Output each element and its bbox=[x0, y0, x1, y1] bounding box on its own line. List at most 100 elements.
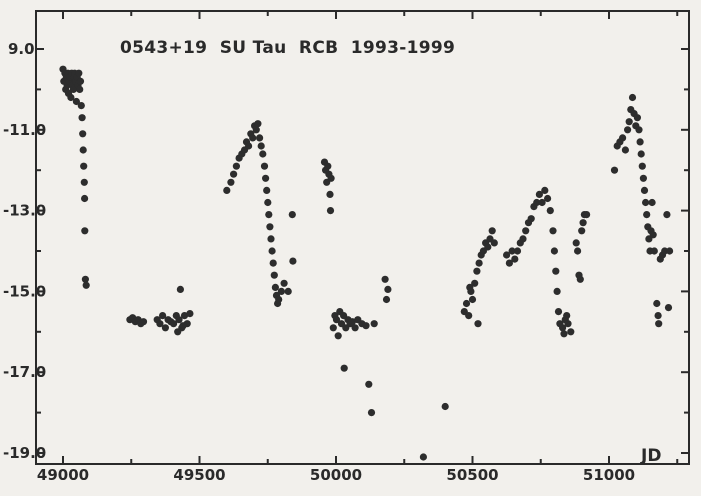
data-point bbox=[265, 211, 273, 219]
y-tick-label: -15.0 bbox=[3, 282, 46, 300]
data-point bbox=[519, 235, 527, 243]
data-point bbox=[175, 316, 183, 324]
x-axis-label: JD bbox=[640, 446, 661, 466]
data-point bbox=[327, 174, 335, 182]
data-point bbox=[473, 267, 481, 275]
data-point bbox=[384, 285, 392, 293]
y-tick-label: -19.0 bbox=[3, 444, 46, 462]
data-point bbox=[550, 247, 559, 255]
data-point bbox=[289, 257, 297, 265]
data-point bbox=[326, 207, 335, 215]
data-point bbox=[638, 162, 646, 170]
data-point bbox=[554, 308, 563, 316]
data-point bbox=[643, 211, 651, 219]
data-point bbox=[468, 295, 477, 304]
data-point bbox=[348, 318, 356, 326]
data-point bbox=[533, 198, 541, 207]
data-point bbox=[583, 211, 591, 219]
data-point bbox=[159, 312, 167, 320]
data-point bbox=[362, 322, 370, 330]
data-point bbox=[559, 324, 567, 332]
data-point bbox=[635, 126, 643, 134]
x-tick-label: 49000 bbox=[37, 466, 89, 484]
data-point bbox=[505, 259, 513, 267]
data-point bbox=[263, 186, 271, 194]
y-tick-label: -11.0 bbox=[3, 121, 46, 139]
data-point bbox=[326, 190, 334, 198]
data-point bbox=[560, 330, 568, 338]
data-point bbox=[563, 312, 571, 320]
data-point bbox=[156, 320, 164, 328]
x-tick-label: 50000 bbox=[310, 466, 362, 484]
data-point bbox=[465, 312, 473, 320]
data-point bbox=[619, 134, 627, 142]
data-point bbox=[552, 267, 560, 275]
data-point bbox=[76, 85, 84, 93]
data-point bbox=[82, 281, 90, 289]
data-point bbox=[268, 247, 276, 255]
data-point bbox=[179, 322, 187, 330]
data-point bbox=[254, 120, 262, 128]
data-point bbox=[579, 219, 587, 227]
data-point bbox=[522, 227, 530, 235]
data-point bbox=[277, 287, 285, 295]
data-point bbox=[549, 227, 557, 235]
data-point bbox=[419, 453, 427, 461]
data-point bbox=[642, 198, 650, 207]
data-point bbox=[275, 295, 283, 304]
data-point bbox=[80, 178, 88, 186]
data-point bbox=[544, 194, 552, 203]
data-point bbox=[624, 126, 632, 134]
data-point bbox=[649, 231, 657, 239]
data-point bbox=[663, 211, 671, 219]
data-point bbox=[332, 316, 341, 324]
data-point bbox=[139, 318, 148, 326]
data-point bbox=[511, 255, 519, 263]
data-point bbox=[654, 312, 662, 320]
data-point bbox=[650, 247, 658, 255]
data-point bbox=[79, 146, 87, 154]
data-point bbox=[340, 364, 348, 372]
data-point bbox=[170, 320, 178, 328]
data-point bbox=[653, 299, 661, 308]
data-point bbox=[79, 130, 87, 138]
data-point bbox=[538, 198, 546, 207]
data-point bbox=[625, 118, 633, 126]
data-point bbox=[271, 283, 279, 291]
data-point bbox=[475, 259, 483, 267]
data-point bbox=[610, 166, 619, 174]
data-point bbox=[474, 320, 482, 328]
data-point bbox=[252, 126, 260, 134]
data-point bbox=[441, 402, 449, 411]
data-point bbox=[648, 198, 656, 207]
y-tick-labels: 9.0 -11.0 -13.0 -15.0 -17.0 -19.0 bbox=[3, 40, 46, 462]
x-tick-label: 49500 bbox=[173, 466, 225, 484]
data-point bbox=[329, 324, 337, 332]
data-point bbox=[541, 186, 549, 194]
data-point bbox=[633, 114, 642, 122]
data-point bbox=[462, 299, 471, 308]
data-point bbox=[503, 251, 511, 259]
data-point bbox=[640, 186, 649, 194]
x-tick-label: 51000 bbox=[583, 466, 635, 484]
data-point bbox=[527, 215, 535, 223]
data-point bbox=[535, 190, 544, 198]
y-tick-label: -17.0 bbox=[3, 363, 46, 381]
data-point bbox=[266, 223, 274, 231]
data-point bbox=[232, 162, 240, 170]
x-tick-labels: 49000 49500 50000 50500 51000 bbox=[37, 466, 635, 484]
data-point bbox=[553, 287, 561, 295]
data-point bbox=[639, 174, 648, 182]
data-point bbox=[78, 114, 86, 122]
data-point bbox=[257, 142, 265, 150]
data-point bbox=[81, 194, 89, 203]
data-points bbox=[59, 65, 674, 461]
data-point bbox=[365, 380, 373, 388]
data-point bbox=[546, 207, 554, 215]
plot-frame bbox=[35, 10, 690, 465]
data-point bbox=[636, 138, 644, 146]
data-point bbox=[81, 275, 89, 283]
data-point bbox=[655, 320, 663, 328]
data-point bbox=[488, 227, 496, 235]
